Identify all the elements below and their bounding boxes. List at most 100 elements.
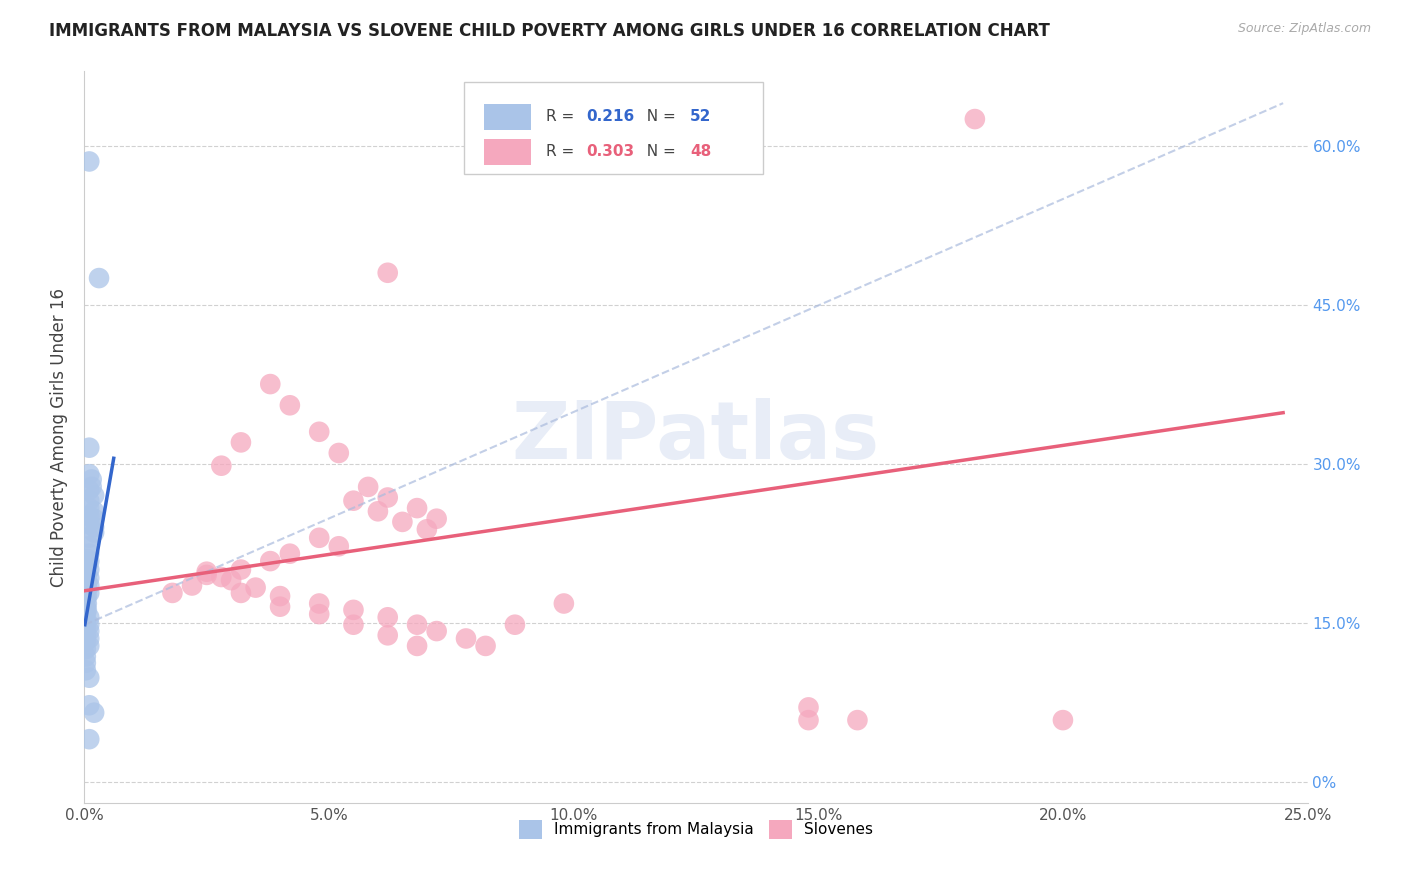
- Point: [391, 515, 413, 529]
- Point: [75, 642, 97, 657]
- Text: N =: N =: [637, 109, 681, 124]
- Point: [76, 552, 98, 566]
- Point: [308, 531, 330, 545]
- Point: [377, 491, 399, 505]
- Text: ZIPatlas: ZIPatlas: [512, 398, 880, 476]
- Point: [357, 480, 380, 494]
- Point: [77, 698, 100, 713]
- Point: [77, 516, 100, 531]
- Point: [76, 567, 98, 582]
- Point: [77, 441, 100, 455]
- Point: [377, 628, 399, 642]
- Point: [77, 467, 100, 482]
- Text: N =: N =: [637, 145, 681, 160]
- Point: [308, 607, 330, 621]
- Point: [76, 582, 98, 596]
- Point: [963, 112, 986, 126]
- Point: [77, 483, 100, 497]
- Point: [77, 154, 100, 169]
- Point: [76, 603, 98, 617]
- Point: [75, 614, 97, 628]
- Point: [76, 597, 98, 611]
- Point: [87, 271, 110, 285]
- Point: [553, 597, 575, 611]
- Text: Source: ZipAtlas.com: Source: ZipAtlas.com: [1237, 22, 1371, 36]
- Point: [83, 504, 105, 518]
- Point: [76, 589, 98, 603]
- Point: [797, 700, 820, 714]
- Point: [75, 634, 97, 648]
- Point: [83, 706, 105, 720]
- Point: [77, 563, 100, 577]
- Point: [77, 539, 100, 553]
- Point: [367, 504, 389, 518]
- Point: [77, 586, 100, 600]
- Point: [406, 639, 429, 653]
- Point: [181, 578, 204, 592]
- Point: [797, 713, 820, 727]
- Point: [77, 671, 100, 685]
- FancyBboxPatch shape: [484, 103, 531, 130]
- Point: [83, 512, 105, 526]
- Point: [259, 554, 281, 568]
- Point: [77, 732, 100, 747]
- Point: [406, 617, 429, 632]
- Point: [308, 597, 330, 611]
- Point: [426, 512, 449, 526]
- Text: 0.216: 0.216: [586, 109, 634, 124]
- Legend: Immigrants from Malaysia, Slovenes: Immigrants from Malaysia, Slovenes: [512, 813, 880, 847]
- Point: [342, 493, 364, 508]
- Point: [229, 563, 252, 577]
- Point: [75, 607, 97, 621]
- Point: [75, 621, 97, 635]
- Y-axis label: Child Poverty Among Girls Under 16: Child Poverty Among Girls Under 16: [51, 287, 69, 587]
- Point: [426, 624, 449, 638]
- Point: [162, 586, 184, 600]
- Point: [195, 565, 218, 579]
- Point: [342, 603, 364, 617]
- Point: [209, 570, 232, 584]
- Point: [328, 446, 350, 460]
- Point: [259, 377, 281, 392]
- Point: [269, 589, 291, 603]
- Point: [77, 509, 100, 524]
- Point: [75, 592, 97, 607]
- Point: [269, 599, 291, 614]
- FancyBboxPatch shape: [464, 82, 763, 174]
- Point: [75, 649, 97, 664]
- Point: [278, 547, 301, 561]
- Point: [76, 575, 98, 590]
- Point: [83, 488, 105, 502]
- Point: [77, 493, 100, 508]
- Point: [1052, 713, 1074, 727]
- Text: 52: 52: [690, 109, 711, 124]
- Point: [77, 624, 100, 638]
- Text: IMMIGRANTS FROM MALAYSIA VS SLOVENE CHILD POVERTY AMONG GIRLS UNDER 16 CORRELATI: IMMIGRANTS FROM MALAYSIA VS SLOVENE CHIL…: [49, 22, 1050, 40]
- Point: [416, 522, 439, 536]
- Point: [80, 480, 103, 494]
- Point: [77, 547, 100, 561]
- Text: R =: R =: [546, 145, 579, 160]
- Point: [77, 554, 100, 568]
- Point: [80, 473, 103, 487]
- Point: [76, 559, 98, 574]
- Point: [406, 501, 429, 516]
- Point: [75, 599, 97, 614]
- Point: [846, 713, 869, 727]
- Point: [328, 539, 350, 553]
- Point: [503, 617, 526, 632]
- FancyBboxPatch shape: [484, 138, 531, 165]
- Point: [377, 610, 399, 624]
- Point: [219, 573, 242, 587]
- Point: [229, 586, 252, 600]
- Point: [308, 425, 330, 439]
- Point: [75, 656, 97, 670]
- Point: [278, 398, 301, 412]
- Point: [77, 617, 100, 632]
- Point: [75, 663, 97, 677]
- Point: [377, 266, 399, 280]
- Point: [77, 571, 100, 585]
- Point: [342, 617, 364, 632]
- Text: R =: R =: [546, 109, 579, 124]
- Text: 48: 48: [690, 145, 711, 160]
